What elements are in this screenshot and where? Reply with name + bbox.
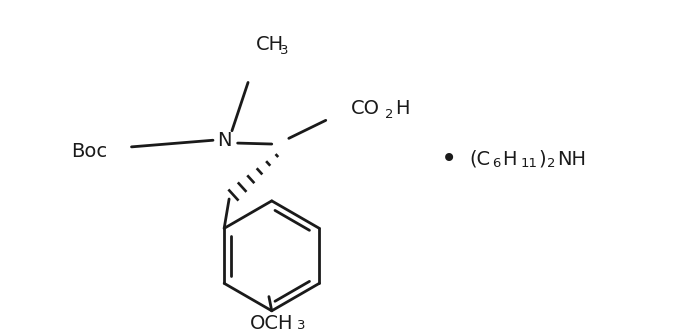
Text: Boc: Boc: [71, 142, 107, 161]
Text: H: H: [502, 150, 517, 169]
Text: 11: 11: [521, 158, 538, 170]
Text: 3: 3: [280, 44, 289, 57]
Text: 3: 3: [297, 319, 306, 332]
Text: 2: 2: [547, 158, 556, 170]
Text: 6: 6: [492, 158, 501, 170]
Text: CH: CH: [255, 35, 284, 54]
Text: ): ): [538, 150, 546, 169]
Text: (C: (C: [470, 150, 491, 169]
Text: 2: 2: [384, 108, 393, 121]
Text: OCH: OCH: [250, 314, 293, 333]
Text: N: N: [217, 131, 232, 150]
Text: •: •: [441, 145, 457, 173]
Text: CO: CO: [351, 100, 380, 119]
Text: H: H: [395, 100, 409, 119]
Text: NH: NH: [557, 150, 586, 169]
